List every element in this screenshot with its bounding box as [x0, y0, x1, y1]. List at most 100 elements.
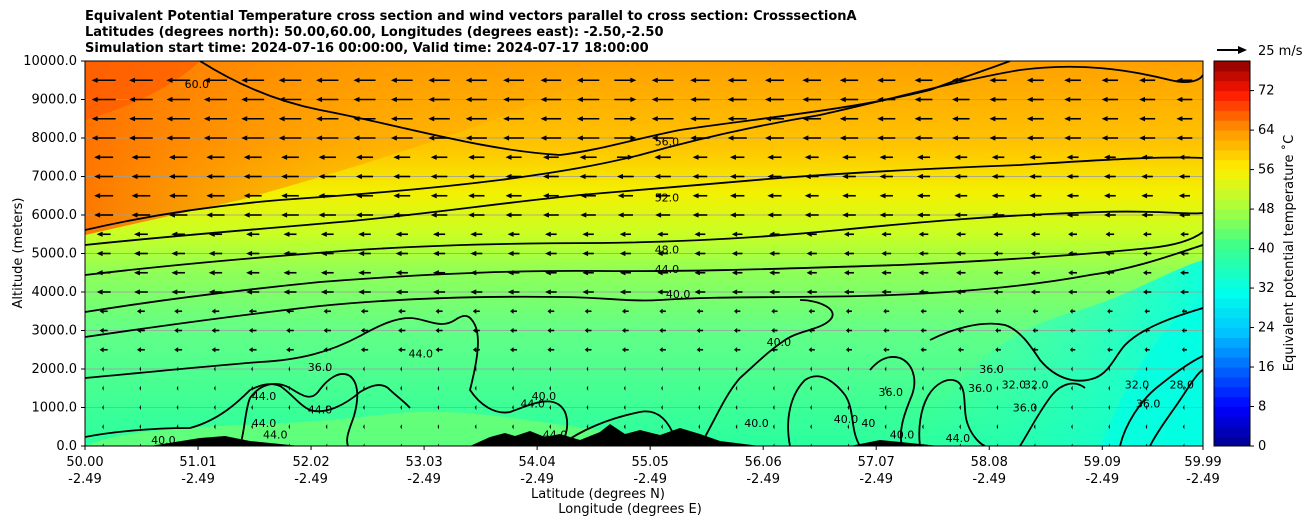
colorbar-segment [1214, 209, 1250, 220]
wind-vector-head [465, 135, 472, 141]
wind-vector [358, 270, 371, 276]
wind-vector-head [1141, 173, 1148, 180]
title-line-3: Simulation start time: 2024-07-16 00:00:… [85, 41, 649, 56]
wind-vector-head [1142, 270, 1148, 276]
wind-vector-head [129, 135, 136, 141]
wind-vector-head [769, 270, 775, 276]
wind-vector [883, 347, 890, 353]
wind-vector [586, 385, 589, 391]
wind-vector [996, 404, 999, 411]
wind-vector-head [914, 96, 921, 103]
contour-line [869, 356, 916, 446]
wind-vector-head [1029, 193, 1036, 199]
contour-label: 40.0 [532, 390, 557, 403]
wind-vector-head [94, 212, 101, 218]
wind-vector [1180, 289, 1189, 295]
wind-vector-head [769, 250, 775, 257]
wind-vector-head [993, 231, 999, 237]
wind-vector-head [619, 289, 626, 295]
wind-vector [1142, 289, 1152, 295]
wind-vector [922, 366, 924, 372]
wind-vector [879, 193, 893, 199]
wind-vector [505, 173, 522, 180]
quiver-key: 25 m/s [1217, 44, 1303, 59]
wind-vector-head [1064, 96, 1071, 103]
wind-vector [918, 231, 929, 237]
colorbar-segment [1214, 130, 1250, 141]
wind-vector [804, 193, 819, 199]
colorbar-segment [1214, 337, 1250, 348]
wind-vector-head [623, 366, 626, 372]
wind-vector [547, 347, 555, 353]
wind-vector-head [586, 424, 589, 430]
wind-vector-head [171, 250, 178, 257]
wind-vector-head [316, 77, 323, 83]
wind-vector-head [139, 443, 141, 446]
x-tick-label-lon: -2.49 [68, 472, 102, 487]
wind-vector [288, 366, 290, 372]
wind-vector-head [920, 347, 924, 353]
wind-vector [549, 404, 551, 411]
wind-vector-head [318, 173, 325, 180]
wind-vector [883, 327, 890, 334]
wind-vector-head [661, 424, 663, 430]
wind-vector-head [283, 231, 290, 237]
wind-vector-head [134, 231, 140, 237]
contour-label: 40.0 [151, 434, 176, 447]
x-tick-label-lat: 58.08 [971, 455, 1008, 470]
wind-vector [995, 308, 1001, 314]
wind-vector [206, 154, 225, 160]
wind-vector [918, 289, 929, 295]
wind-vector [995, 327, 1001, 334]
wind-vector [619, 231, 631, 237]
wind-vector-head [540, 116, 547, 122]
contour-line [1019, 382, 1086, 446]
wind-vector-head [1141, 193, 1148, 199]
wind-vector [802, 77, 822, 83]
wind-vector-head [288, 366, 290, 372]
wind-vector [1108, 385, 1110, 391]
wind-vector-head [320, 289, 327, 295]
wind-vector [1030, 231, 1040, 237]
wind-vector-head [810, 385, 812, 391]
wind-vector-head [580, 193, 587, 199]
contour-label: 40.0 [834, 413, 859, 426]
wind-vector [843, 250, 854, 257]
wind-vector [1030, 289, 1040, 295]
colorbar-segment [1214, 90, 1250, 101]
wind-vector-head [428, 77, 435, 83]
wind-vector [94, 173, 114, 180]
wind-vector [617, 212, 633, 218]
wind-vector [430, 212, 448, 218]
wind-vector-head [804, 154, 811, 160]
wind-vector-head [512, 404, 514, 411]
wind-vector-head [698, 385, 700, 391]
wind-vector [727, 116, 747, 122]
wind-vector-head [1030, 250, 1036, 257]
wind-vector-head [847, 424, 849, 430]
wind-vector-head [1064, 135, 1071, 141]
colorbar-segment [1214, 120, 1250, 131]
colorbar-segment [1214, 238, 1250, 250]
contour-label: 40.0 [890, 428, 915, 441]
colorbar-tick-label: 0 [1258, 439, 1266, 454]
y-axis: 0.0 1000.0 2000.0 3000.0 4000.0 5000.0 6000.0 7… [23, 54, 85, 454]
wind-vector-head [131, 173, 138, 180]
wind-vector [512, 424, 514, 430]
colorbar-segment [1214, 396, 1250, 408]
wind-vector-head [698, 404, 700, 411]
wind-vector-head [166, 135, 173, 141]
wind-vector [916, 173, 931, 180]
wind-vector [393, 212, 411, 218]
wind-vector [1071, 404, 1073, 411]
wind-vector [286, 347, 294, 353]
wind-vector-head [1029, 173, 1036, 180]
wind-vector-head [692, 212, 699, 218]
contour-label: 44.0 [655, 263, 680, 276]
wind-vector [623, 385, 626, 391]
wind-vector [881, 289, 892, 295]
wind-vector [208, 289, 223, 295]
wind-vector-head [771, 347, 775, 353]
wind-vector [951, 135, 970, 141]
wind-vector [211, 327, 220, 334]
